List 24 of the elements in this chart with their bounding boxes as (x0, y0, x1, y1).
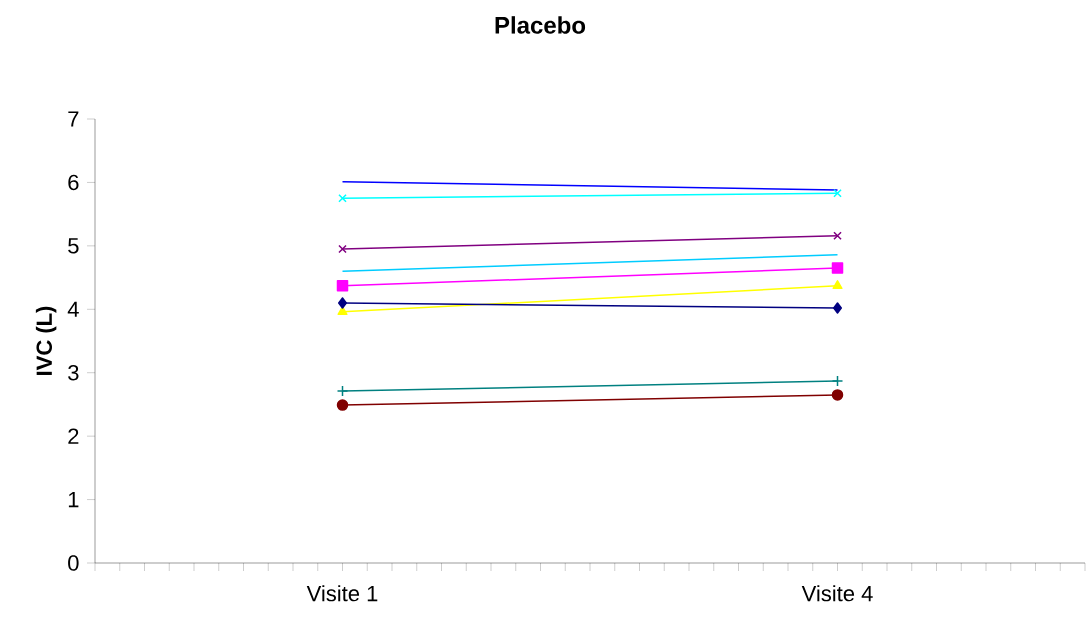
y-tick-label: 7 (68, 111, 79, 127)
y-tick-label: 1 (68, 492, 79, 508)
x-tick-label: Visite 4 (801, 585, 873, 602)
point (336, 280, 349, 292)
point (833, 231, 842, 240)
point (336, 399, 349, 411)
y-tick-label: 0 (68, 555, 79, 571)
y-tick-label: 6 (68, 174, 79, 191)
point (831, 375, 844, 387)
point (338, 244, 347, 254)
y-tick-label: 2 (68, 428, 79, 444)
y-axis-title: IVC (L) (35, 306, 57, 375)
point (336, 385, 349, 397)
point (831, 389, 844, 401)
point (833, 302, 843, 314)
y-tick-label: 3 (68, 364, 79, 381)
point (831, 262, 844, 274)
point (833, 188, 842, 198)
chart-title: Placebo (495, 16, 586, 34)
y-tick-label: 5 (68, 238, 79, 254)
point (338, 194, 347, 203)
point (338, 297, 347, 309)
x-tick-label: Visite 1 (306, 585, 378, 602)
y-tick-label: 4 (67, 301, 79, 317)
